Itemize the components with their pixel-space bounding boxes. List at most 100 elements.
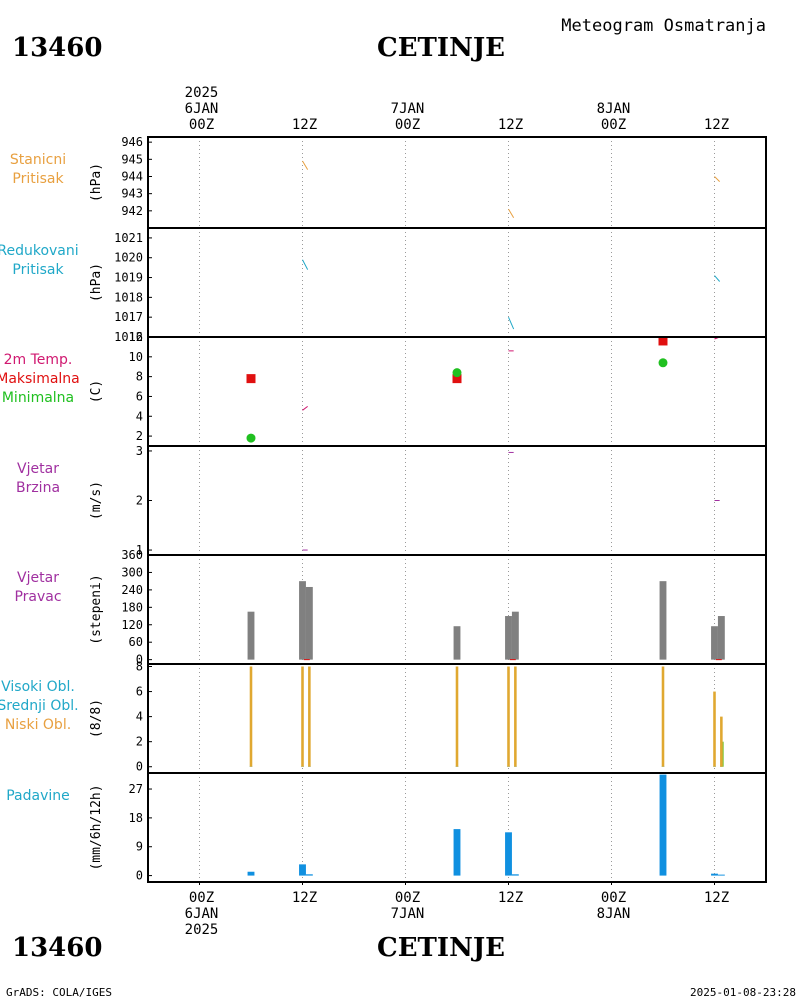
panel-station-pressure: 942 943 944 945 946 (hPa) Stanicni Pritisak (10, 135, 767, 229)
data-segment (508, 208, 515, 218)
time-label: 12Z (704, 890, 729, 906)
series-minimalna (246, 358, 668, 443)
data-segment (302, 259, 309, 270)
series-line (302, 160, 721, 218)
min-temp-marker (452, 368, 462, 378)
panel-label: Pritisak (12, 171, 64, 187)
series-visoki-obl (249, 765, 723, 767)
min-temp-marker (658, 358, 668, 368)
y-tick-label: 6 (136, 389, 143, 403)
time-label: 8JAN (597, 906, 631, 922)
data-bar (659, 581, 667, 660)
panel-label: Vjetar (17, 570, 59, 586)
data-bar (711, 873, 718, 876)
y-tick-label: 1016 (114, 330, 143, 344)
panel-precipitation: 0 9 18 27 (mm/6h/12h) Padavine (6, 772, 767, 883)
y-tick-label: 8 (136, 660, 143, 674)
data-bar (247, 871, 255, 876)
data-bar (305, 874, 313, 876)
panel-frame (147, 445, 767, 556)
panel-frame (147, 772, 767, 883)
y-tick-label: 942 (121, 204, 143, 218)
data-bar (453, 626, 461, 660)
max-temp-marker (246, 374, 256, 384)
station-id-top: 13460 (12, 33, 102, 63)
data-bar (299, 581, 306, 660)
data-segment (714, 275, 721, 282)
time-label: 00Z (189, 890, 214, 906)
data-bar (299, 864, 306, 876)
y-tick-label: 9 (136, 840, 143, 854)
data-bar (301, 666, 304, 767)
data-bar (720, 716, 723, 767)
panel-label: Minimalna (2, 390, 74, 406)
time-label: 8JAN (597, 101, 631, 117)
unit-label: (C) (89, 380, 104, 403)
data-bar (659, 774, 667, 876)
min-temp-marker (246, 433, 256, 443)
data-bar (713, 691, 716, 767)
unit-label: (hPa) (89, 263, 104, 302)
time-label: 7JAN (391, 906, 425, 922)
unit-label: (m/s) (89, 481, 104, 520)
y-tick-label: 945 (121, 152, 143, 166)
y-tick-label: 6 (136, 685, 143, 699)
y-tick-label: 2 (136, 494, 143, 508)
panel-wind-speed: 1 2 3 (m/s) Vjetar Brzina (16, 444, 767, 557)
panel-label: Padavine (6, 788, 70, 804)
panel-clouds: 0 2 4 6 8 (8/8) Visoki Obl. Srednji Obl. Niski O… (0, 660, 767, 774)
y-tick-label: 0 (136, 760, 143, 774)
chart-kind-title: Meteogram Osmatranja (561, 16, 766, 36)
unit-label: (hPa) (89, 163, 104, 202)
time-label: 12Z (498, 117, 523, 133)
panel-label: Pravac (14, 589, 61, 605)
panel-label: Stanicni (10, 152, 66, 168)
data-bar (661, 666, 665, 767)
time-label: 00Z (395, 890, 420, 906)
data-bar (711, 626, 718, 660)
panel-wind-direction: 0 60 120 180 240 300 360 (stepeni) Vjetar Pravac (14, 548, 767, 667)
y-tick-label: 8 (136, 370, 143, 384)
panel-label: Pritisak (12, 262, 64, 278)
panel-label: Brzina (16, 480, 60, 496)
data-bar (507, 666, 510, 767)
y-tick-label: 1017 (114, 310, 143, 324)
data-segment (302, 160, 309, 170)
data-segment (714, 176, 721, 182)
time-label: 00Z (601, 117, 626, 133)
time-label: 6JAN (185, 101, 219, 117)
y-tick-label: 2 (136, 429, 143, 443)
station-id-bottom: 13460 (12, 933, 102, 963)
y-tick-label: 12 (129, 330, 143, 344)
time-label: 12Z (704, 117, 729, 133)
data-bar (505, 616, 512, 660)
time-label: 2025 (185, 85, 219, 101)
panel-label: Visoki Obl. (1, 679, 75, 695)
data-segment (302, 405, 308, 411)
unit-label: (stepeni) (89, 574, 104, 644)
y-tick-label: 240 (121, 583, 143, 597)
series-line (302, 259, 721, 330)
series-2m-temp (302, 336, 720, 411)
panel-label: Maksimalna (0, 371, 80, 387)
time-label: 00Z (395, 117, 420, 133)
panel-label: Niski Obl. (5, 717, 71, 733)
data-segment (508, 316, 515, 330)
max-temp-marker (658, 336, 668, 346)
series-bar (247, 774, 725, 876)
y-tick-label: 60 (129, 635, 143, 649)
panel-frame (147, 336, 767, 447)
y-tick-label: 18 (129, 811, 143, 825)
panel-label: Srednji Obl. (0, 698, 79, 714)
y-tick-label: 1021 (114, 231, 143, 245)
panel-label: Vjetar (17, 461, 59, 477)
y-tick-label: 1018 (114, 290, 143, 304)
y-tick-label: 300 (121, 565, 143, 579)
time-label: 00Z (189, 117, 214, 133)
y-tick-label: 27 (129, 782, 143, 796)
max-temp-marker (452, 374, 462, 384)
series-bar (247, 581, 725, 660)
panels: 942943944945946(hPa)StanicniPritisak1016… (0, 135, 767, 883)
